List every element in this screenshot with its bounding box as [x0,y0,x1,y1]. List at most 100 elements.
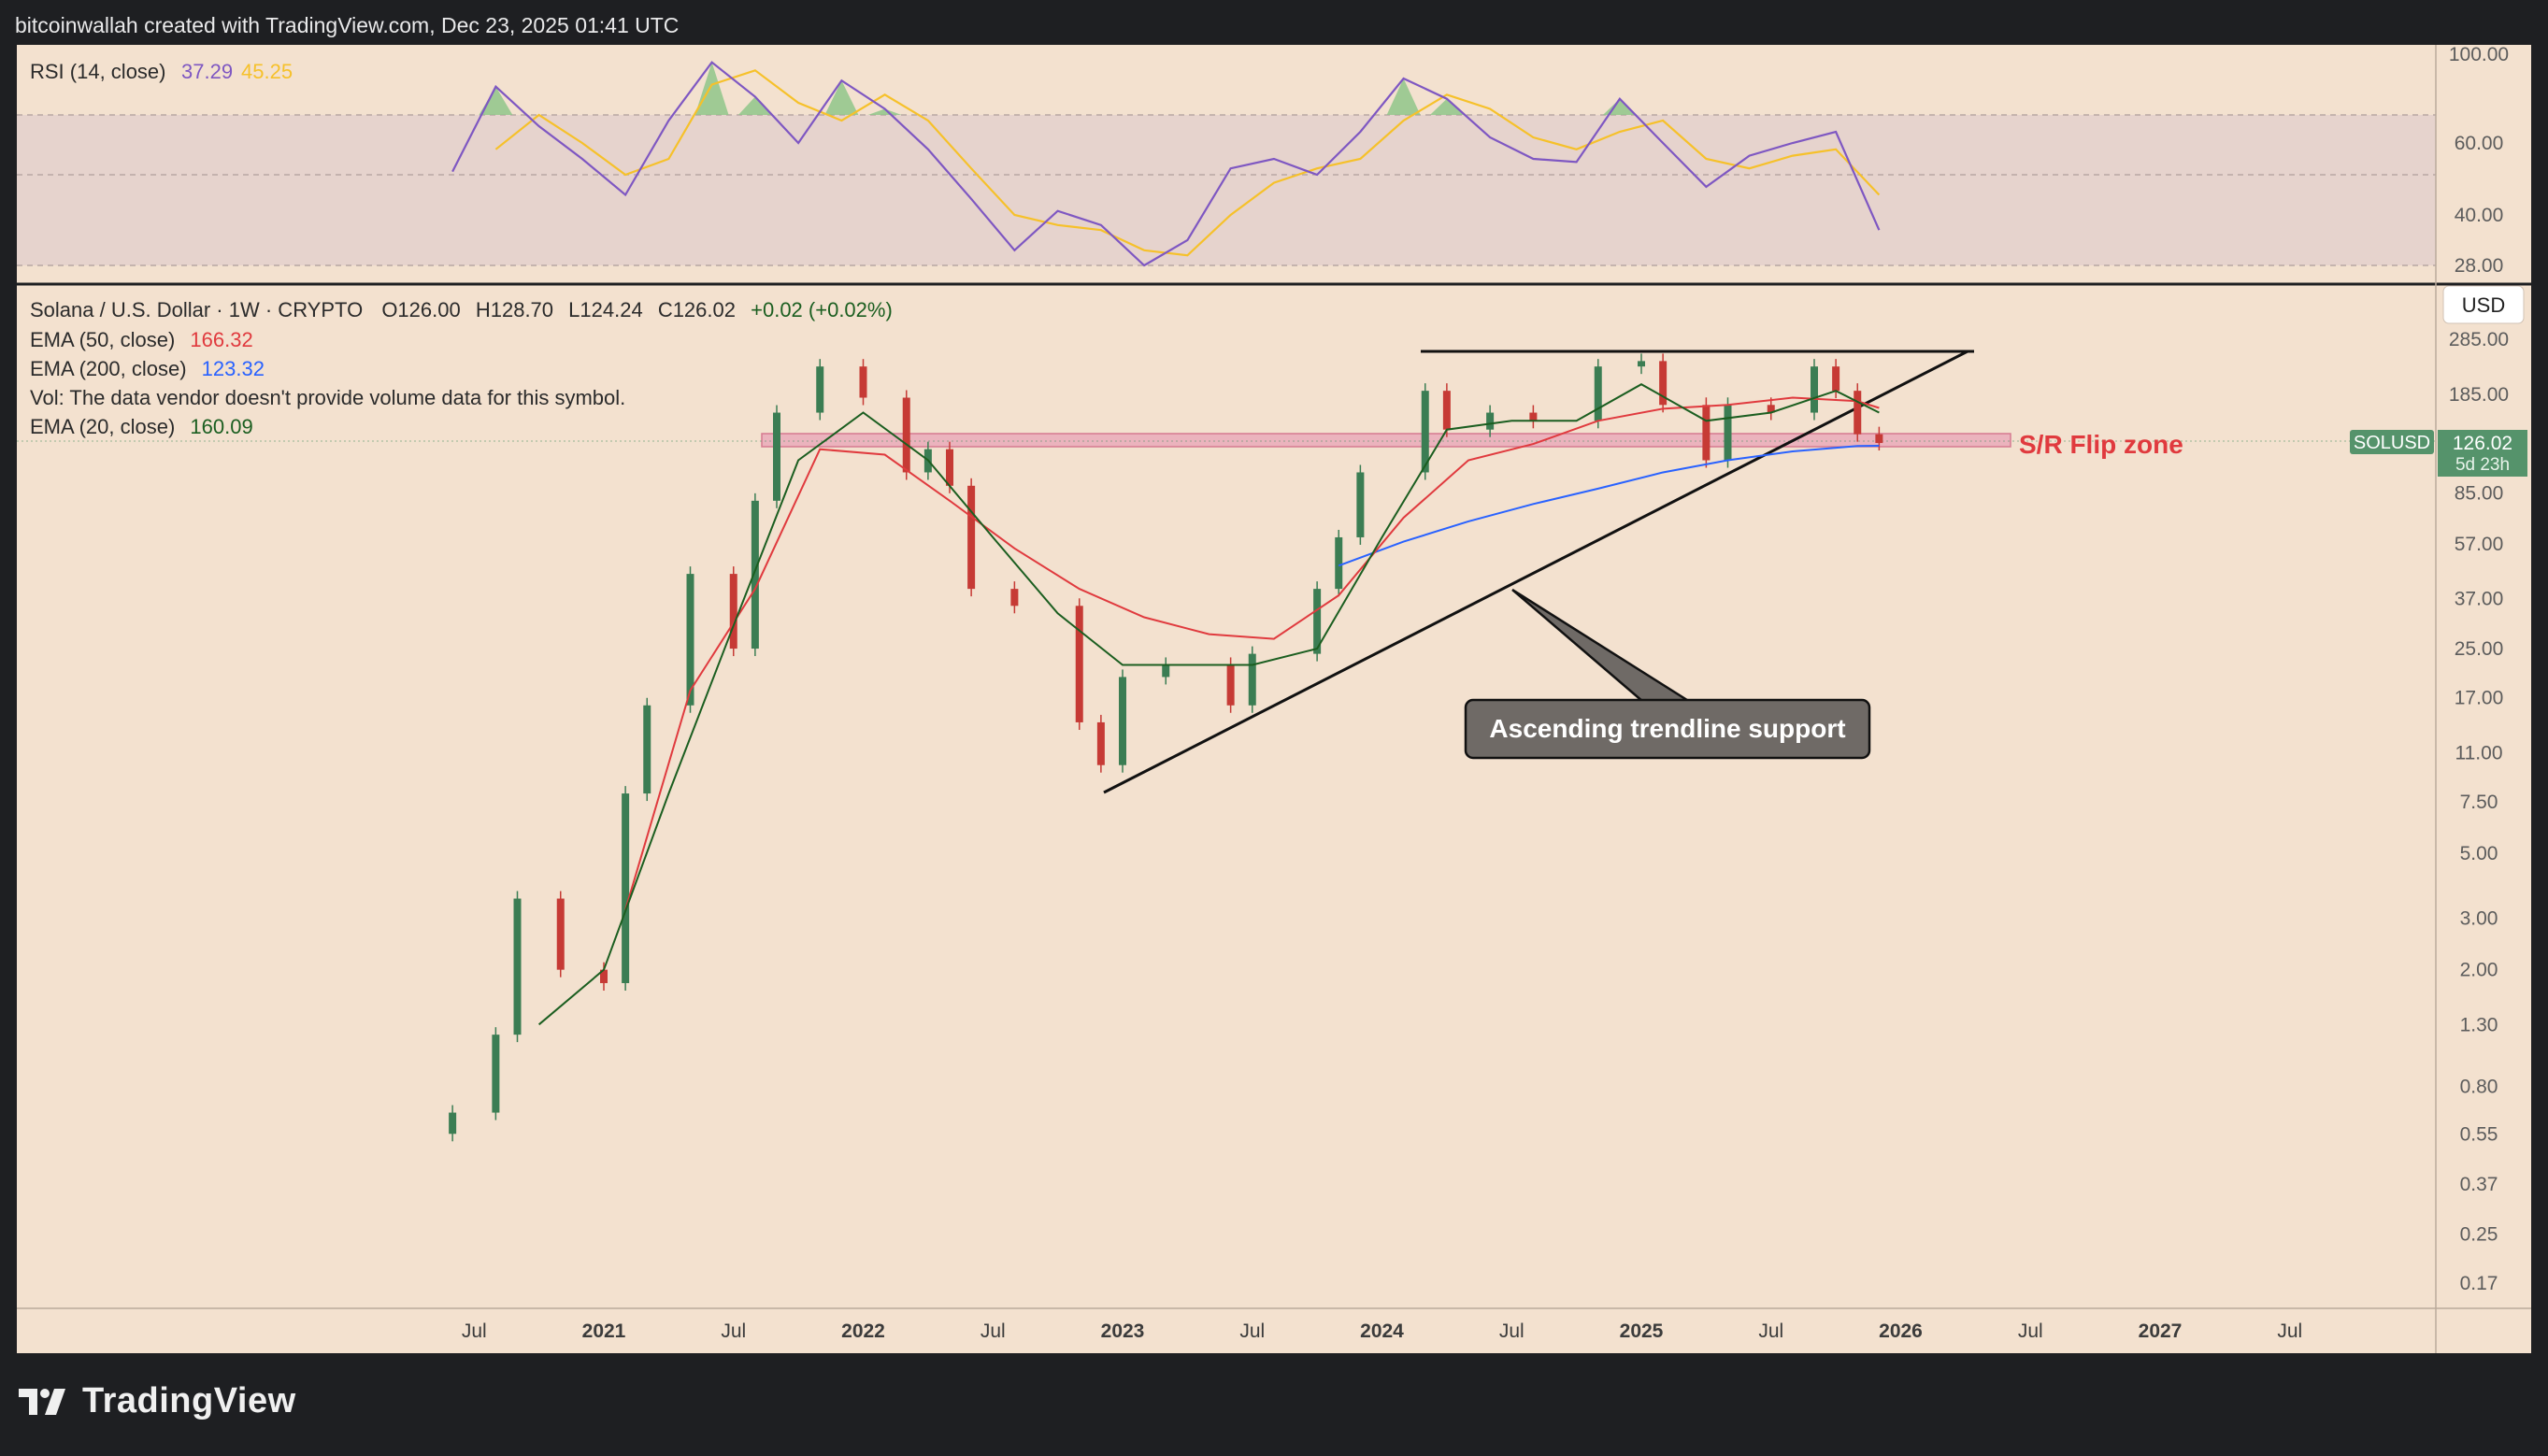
rsi-tick-label: 28.00 [2455,255,2504,277]
candle-body [1010,589,1019,607]
price-tick-label: 0.80 [2460,1076,2498,1097]
price-tick-label: 285.00 [2449,329,2509,350]
ohlc-close: C126.02 [658,298,736,321]
price-tick-label: 185.00 [2449,384,2509,406]
price-axis: 285.00 185.00 85.00 57.00 37.00 25.00 17.00 11.… [2449,329,2509,1294]
chart-attribution: bitcoinwallah created with TradingView.c… [15,13,680,37]
sr-zone-label: S/R Flip zone [2019,430,2183,459]
candle-body [1811,366,1818,413]
candle-body [1702,405,1711,461]
symbol-badge [2350,430,2434,454]
currency-button-label[interactable]: USD [2462,293,2505,317]
candle-body [1854,391,1862,435]
candle-body [729,574,737,649]
time-tick-label: Jul [2018,1320,2043,1342]
ema20-legend-value: 160.09 [190,415,252,438]
price-tick-label: 25.00 [2455,638,2504,660]
price-tick-label: 85.00 [2455,483,2504,505]
candle-body [902,397,910,473]
candle-body [1659,361,1668,406]
price-badge: SOLUSD 126.02 5d 23h [2350,430,2527,477]
last-price-badge [2438,430,2527,477]
ema200-legend-value: 123.32 [202,357,265,380]
candle-body [1226,664,1235,706]
callout-pointer [1511,588,1695,704]
candle-body [686,574,694,706]
time-tick-label: 2023 [1101,1320,1145,1342]
time-tick-label: Jul [721,1320,746,1342]
ema20-legend-label: EMA (20, close) [30,415,175,438]
candle-body [1875,434,1883,444]
time-tick-label: Jul [462,1320,487,1342]
currency-button[interactable]: USD [2442,285,2525,324]
volume-note: Vol: The data vendor doesn't provide vol… [30,386,625,409]
rsi-tick-label: 60.00 [2455,133,2504,154]
last-price-value: 126.02 [2453,433,2512,454]
ema20-legend: EMA (20, close) 160.09 [30,415,253,438]
price-tick-label: 0.37 [2460,1174,2498,1195]
candle-body [1832,366,1840,392]
ema50-legend: EMA (50, close) 166.32 [30,328,253,351]
bar-countdown: 5d 23h [2455,455,2510,475]
candle-body [1119,677,1126,765]
ohlc-open: O126.00 [381,298,460,321]
ema200-line [1338,445,1880,567]
candle-body [449,1112,457,1135]
time-tick-label: Jul [981,1320,1006,1342]
chart-svg: RSI (14, close) 37.29 45.25 Ascending tr… [17,45,2531,1353]
price-tick-label: 3.00 [2460,907,2498,929]
rsi-legend-title: RSI (14, close) [30,60,166,83]
candle-body [1162,664,1170,678]
price-tick-label: 7.50 [2460,792,2498,813]
candle-body [600,969,608,983]
candle-body [1529,412,1538,421]
candle-body [946,449,953,486]
callout-text: Ascending trendline support [1489,714,1845,743]
time-tick-label: 2022 [841,1320,885,1342]
candle-body [1356,472,1365,537]
time-tick-label: 2024 [1360,1320,1404,1342]
ascending-trendline [1103,350,1968,794]
tradingview-logo[interactable]: TradingView [19,1381,296,1421]
candle-body [1442,391,1451,430]
sr-flip-zone [761,433,2011,448]
price-tick-label: 17.00 [2455,688,2504,709]
candle-body [643,705,651,794]
symbol-name: Solana / U.S. Dollar · 1W · CRYPTO [30,298,363,321]
rsi-overbought-fill [479,62,1637,115]
candle-body [1248,653,1256,706]
price-tick-label: 1.30 [2460,1014,2498,1035]
rsi-axis: 100.00 60.00 40.00 28.00 [2449,45,2509,277]
ohlc-high: H128.70 [476,298,553,321]
rsi-line [451,61,1881,267]
ema200-legend: EMA (200, close) 123.32 [30,357,265,380]
rsi-ma-legend-value: 45.25 [241,60,293,83]
time-tick-label: 2025 [1620,1320,1664,1342]
rsi-band [17,115,2436,265]
rsi-tick-label: 100.00 [2449,45,2509,65]
candle-body [1313,589,1322,654]
candle-body [1724,405,1732,461]
price-tick-label: 0.17 [2460,1273,2498,1294]
candle-body [556,898,565,970]
ema50-legend-label: EMA (50, close) [30,328,175,351]
time-tick-label: Jul [1239,1320,1265,1342]
price-tick-label: 5.00 [2460,843,2498,864]
candle-body [622,793,630,983]
time-tick-label: 2026 [1879,1320,1923,1342]
price-pane: Ascending trendline support S/R Flip zon… [17,298,2436,1142]
price-tick-label: 57.00 [2455,534,2504,555]
candle-body [1638,361,1645,367]
ema20-line [537,383,1880,1026]
price-tick-label: 11.00 [2455,743,2503,764]
candle-body [1486,412,1495,430]
candle-body [967,485,976,590]
ohlc-change: +0.02 (+0.02%) [751,298,893,321]
candle-body [1075,606,1083,722]
tradingview-wordmark: TradingView [82,1381,296,1420]
price-tick-label: 2.00 [2460,960,2498,981]
candle-body [1594,366,1602,421]
candle-body [816,366,824,413]
candle-body [1096,721,1105,765]
rsi-pane: RSI (14, close) 37.29 45.25 [17,60,2436,267]
